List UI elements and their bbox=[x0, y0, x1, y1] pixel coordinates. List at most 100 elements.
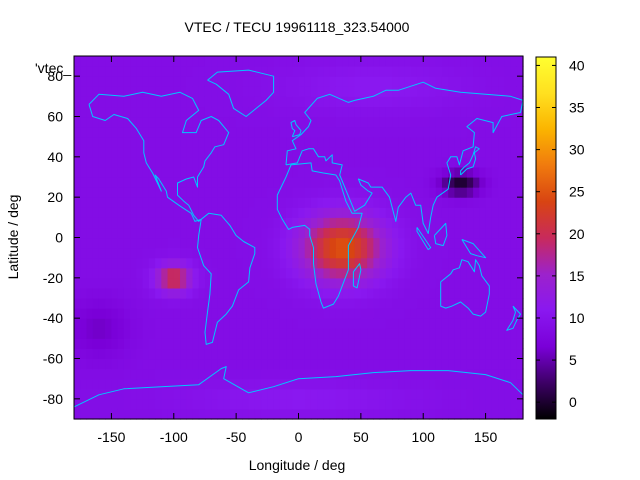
heatmap-cell bbox=[354, 126, 362, 138]
heatmap-cell bbox=[148, 257, 156, 269]
heatmap-cell bbox=[248, 267, 256, 279]
heatmap-cell bbox=[180, 66, 187, 77]
heatmap-cell bbox=[105, 368, 113, 380]
heatmap-cell bbox=[348, 318, 356, 329]
heatmap-cell bbox=[273, 388, 281, 400]
heatmap-cell bbox=[423, 328, 431, 339]
heatmap-cell bbox=[385, 247, 393, 259]
heatmap-cell bbox=[86, 96, 94, 108]
heatmap-cell bbox=[423, 227, 431, 239]
heatmap-cell bbox=[136, 197, 144, 208]
heatmap-cell bbox=[273, 277, 281, 289]
chart-title: VTEC / TECU 19961118_323.54000 bbox=[185, 19, 410, 35]
heatmap-cell bbox=[217, 187, 225, 198]
heatmap-cell bbox=[80, 267, 88, 279]
heatmap-cell bbox=[86, 66, 94, 77]
heatmap-cell bbox=[354, 187, 362, 198]
heatmap-cell bbox=[441, 287, 449, 299]
heatmap-cell bbox=[261, 398, 268, 410]
heatmap-cell bbox=[379, 257, 387, 269]
heatmap-cell bbox=[111, 86, 119, 97]
heatmap-cell bbox=[148, 217, 156, 229]
heatmap-cell bbox=[292, 96, 300, 108]
heatmap-cell bbox=[404, 86, 412, 97]
heatmap-cell bbox=[304, 76, 312, 87]
heatmap-cell bbox=[410, 338, 418, 350]
heatmap-cell bbox=[516, 177, 524, 188]
heatmap-cell bbox=[229, 207, 237, 218]
heatmap-cell bbox=[398, 126, 406, 138]
heatmap-cell bbox=[117, 96, 125, 108]
heatmap-cell bbox=[92, 146, 100, 158]
heatmap-cell bbox=[167, 207, 175, 218]
heatmap-cell bbox=[167, 166, 175, 178]
heatmap-cell bbox=[317, 267, 325, 279]
heatmap-cell bbox=[404, 368, 412, 380]
coastline-greenland bbox=[207, 69, 275, 117]
heatmap-cell bbox=[286, 177, 293, 188]
heatmap-cell bbox=[236, 217, 243, 229]
heatmap-cell bbox=[348, 338, 356, 350]
heatmap-cell bbox=[173, 66, 181, 77]
heatmap-cell bbox=[348, 136, 356, 148]
heatmap-cell bbox=[348, 227, 356, 239]
heatmap-cell bbox=[473, 247, 480, 259]
heatmap-cell bbox=[286, 318, 293, 329]
heatmap-cell bbox=[155, 166, 162, 178]
heatmap-cell bbox=[261, 267, 268, 279]
heatmap-cell bbox=[317, 328, 325, 339]
heatmap-cell bbox=[136, 388, 144, 400]
heatmap-cell bbox=[148, 338, 156, 350]
heatmap-cell bbox=[123, 187, 131, 198]
heatmap-cell bbox=[304, 177, 312, 188]
heatmap-cell bbox=[360, 156, 368, 168]
heatmap-cell bbox=[448, 66, 456, 77]
heatmap-cell bbox=[98, 368, 106, 380]
heatmap-cell bbox=[248, 378, 256, 390]
heatmap-cell bbox=[273, 86, 281, 97]
heatmap-cell bbox=[292, 197, 300, 208]
heatmap-cell bbox=[392, 76, 399, 87]
heatmap-cell bbox=[180, 56, 187, 67]
heatmap-cell bbox=[80, 257, 88, 269]
heatmap-cell bbox=[273, 106, 281, 118]
heatmap-cell bbox=[510, 227, 518, 239]
heatmap-cell bbox=[130, 287, 137, 299]
heatmap-cell bbox=[354, 227, 362, 239]
heatmap-cell bbox=[198, 106, 206, 118]
heatmap-cell bbox=[398, 368, 406, 380]
heatmap-cell bbox=[379, 227, 387, 239]
heatmap-cell bbox=[329, 187, 337, 198]
heatmap-cell bbox=[92, 287, 100, 299]
heatmap-cell bbox=[161, 217, 169, 229]
heatmap-cell bbox=[379, 156, 387, 168]
heatmap-cell bbox=[510, 318, 518, 329]
heatmap-cell bbox=[211, 197, 219, 208]
heatmap-cell bbox=[298, 227, 306, 239]
heatmap-cell bbox=[423, 156, 431, 168]
heatmap-cell bbox=[298, 96, 306, 108]
heatmap-cell bbox=[385, 197, 393, 208]
heatmap-cell bbox=[479, 207, 487, 218]
heatmap-cell bbox=[186, 318, 194, 329]
heatmap-cell bbox=[74, 308, 81, 319]
heatmap-cell bbox=[217, 166, 225, 178]
heatmap-cell bbox=[304, 348, 312, 360]
heatmap-cell bbox=[441, 358, 449, 370]
heatmap-cell bbox=[373, 328, 381, 339]
heatmap-cell bbox=[392, 116, 399, 128]
heatmap-cell bbox=[229, 408, 237, 420]
heatmap-cell bbox=[435, 298, 443, 309]
heatmap-cell bbox=[279, 298, 287, 309]
heatmap-cell bbox=[298, 247, 306, 259]
heatmap-cell bbox=[242, 277, 250, 289]
heatmap-cell bbox=[379, 76, 387, 87]
heatmap-cell bbox=[167, 56, 175, 67]
heatmap-cell bbox=[310, 126, 318, 138]
heatmap-cell bbox=[448, 408, 456, 420]
heatmap-cell bbox=[211, 398, 219, 410]
heatmap-cell bbox=[510, 378, 518, 390]
heatmap-cell bbox=[516, 348, 524, 360]
heatmap-cell bbox=[267, 237, 275, 249]
heatmap-cell bbox=[460, 136, 468, 148]
